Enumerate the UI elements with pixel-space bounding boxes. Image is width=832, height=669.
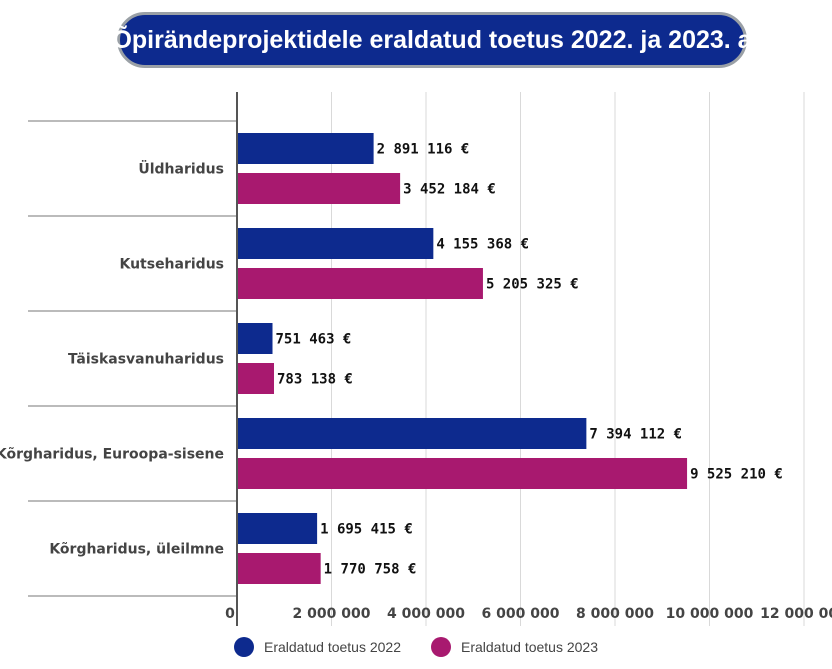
data-label: 1 695 415 € [320, 522, 413, 538]
chart-title: Õpirändeprojektidele eraldatud toetus 20… [112, 12, 752, 68]
legend-label: Eraldatud toetus 2023 [461, 639, 598, 655]
data-label: 751 463 € [276, 332, 352, 348]
category-label: Täiskasvanuharidus [68, 352, 224, 368]
category-label: Kõrgharidus, üleilmne [49, 542, 224, 558]
bar-2023 [238, 363, 275, 394]
data-label: 7 394 112 € [589, 427, 682, 443]
data-label: 9 525 210 € [690, 467, 783, 483]
data-label: 1 770 758 € [324, 562, 417, 578]
bar-2023 [238, 268, 483, 299]
x-tick-label: 0 [225, 606, 235, 622]
x-tick-label: 8 000 000 [576, 606, 654, 622]
legend-label: Eraldatud toetus 2022 [264, 639, 401, 655]
x-tick-label: 12 000 000 [760, 606, 832, 622]
bar-2022 [238, 133, 374, 164]
x-tick-label: 2 000 000 [293, 606, 371, 622]
bar-2023 [238, 173, 401, 204]
data-label: 4 155 368 € [436, 237, 529, 253]
category-label: Kõrgharidus, Euroopa-sisene [0, 447, 224, 463]
bar-2022 [238, 228, 434, 259]
x-tick-label: 4 000 000 [387, 606, 465, 622]
legend-item-2023[interactable]: Eraldatud toetus 2023 [431, 637, 598, 657]
data-label: 5 205 325 € [486, 277, 579, 293]
bar-2022 [238, 323, 273, 354]
bar-2023 [238, 553, 321, 584]
category-label: Üldharidus [138, 160, 224, 178]
bar-2022 [238, 418, 587, 449]
legend: Eraldatud toetus 2022 Eraldatud toetus 20… [0, 633, 832, 661]
data-label: 2 891 116 € [377, 142, 470, 158]
bar-2023 [238, 458, 688, 489]
x-tick-label: 6 000 000 [482, 606, 560, 622]
bar-2022 [238, 513, 318, 544]
category-label: Kutseharidus [119, 257, 224, 273]
data-label: 783 138 € [277, 372, 353, 388]
legend-swatch [234, 637, 254, 657]
x-tick-label: 10 000 000 [666, 606, 754, 622]
legend-item-2022[interactable]: Eraldatud toetus 2022 [234, 637, 401, 657]
data-label: 3 452 184 € [403, 182, 496, 198]
legend-swatch [431, 637, 451, 657]
